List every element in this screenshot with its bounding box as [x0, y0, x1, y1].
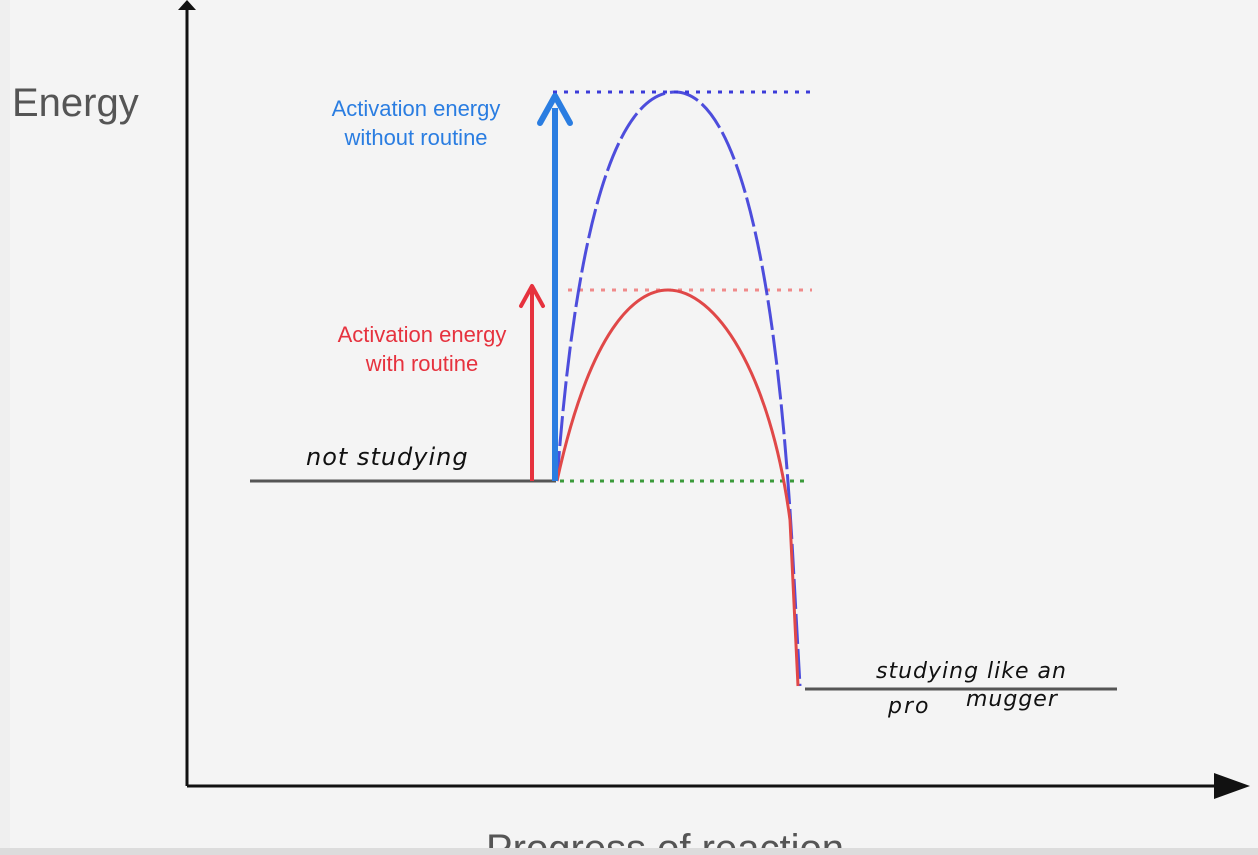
red-label-line1: Activation energy	[338, 322, 507, 347]
start-state-label: not studying	[306, 443, 469, 471]
x-axis-label: Progress of reaction	[486, 827, 844, 848]
red-arrowhead	[519, 284, 545, 308]
red-label-line2: with routine	[365, 351, 479, 376]
blue-label-line1: Activation energy	[332, 96, 501, 121]
blue-label-line2: without routine	[343, 125, 487, 150]
red-curve	[555, 288, 800, 687]
y-axis-arrowhead	[178, 0, 196, 10]
y-axis-label: Energy	[12, 81, 139, 125]
x-axis-arrowhead	[1214, 773, 1250, 799]
end-state-label-line3: mugger	[966, 687, 1059, 712]
blue-curve	[555, 90, 802, 687]
end-state-label-line1: studying like an	[876, 659, 1067, 684]
left-margin	[0, 0, 10, 848]
blue-arrowhead	[537, 93, 573, 126]
bottom-strip	[0, 848, 1258, 855]
end-state-label-line2: pro	[887, 694, 930, 719]
